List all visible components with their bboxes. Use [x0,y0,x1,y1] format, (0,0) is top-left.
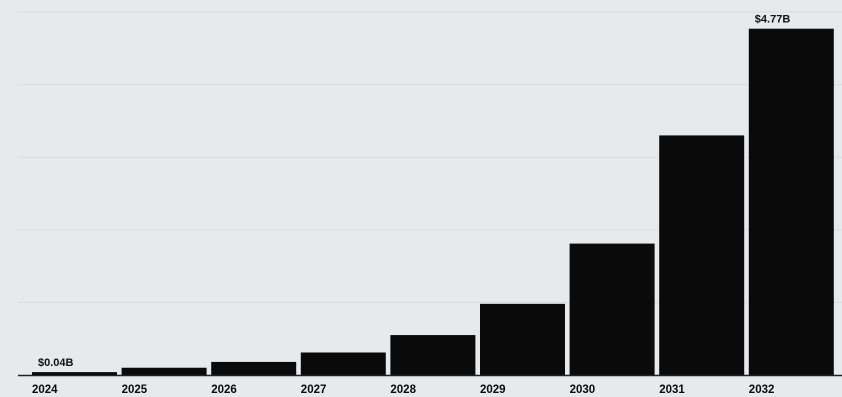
x-tick-label-2032: 2032 [749,384,775,396]
x-tick-label-2026: 2026 [211,384,237,396]
bar-2030 [569,243,655,375]
bar-2028 [390,335,476,375]
x-tick-label-2025: 2025 [122,384,148,396]
data-label-2024: $0.04B [38,357,74,369]
x-tick-label-2027: 2027 [301,384,327,396]
bar-2032 [748,28,834,376]
x-tick-label-2028: 2028 [390,384,416,396]
bars [32,28,834,376]
x-tick-label-2029: 2029 [480,384,506,396]
bar-2025 [121,367,207,375]
data-label-2032: $4.77B [755,14,791,26]
bar-2024 [32,372,117,375]
x-tick-label-2024: 2024 [32,384,58,396]
x-tick-label-2031: 2031 [659,384,685,396]
bar-2027 [300,352,386,375]
bar-2029 [480,303,565,375]
bar-2026 [211,361,297,375]
bar-2031 [659,135,745,375]
x-tick-labels: 2024 2025 2026 2027 2028 2029 2030 2031 2032 [32,384,774,396]
data-labels: $0.04B $4.77B [38,14,790,369]
x-tick-label-2030: 2030 [570,384,596,396]
